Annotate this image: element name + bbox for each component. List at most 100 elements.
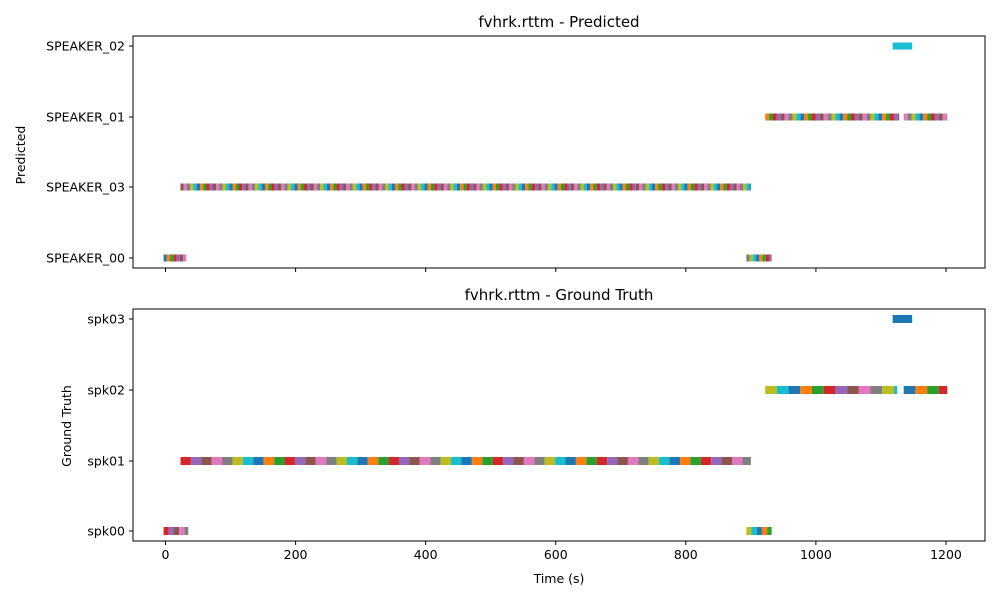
ground-truth-segment bbox=[326, 457, 337, 465]
ground-truth-segment bbox=[938, 386, 948, 394]
predicted-segment bbox=[180, 183, 184, 191]
predicted-segment bbox=[736, 183, 740, 191]
predicted-segment bbox=[625, 183, 630, 191]
ground-truth-segment bbox=[367, 457, 379, 465]
predicted-segment bbox=[858, 113, 863, 121]
predicted-y-tick-label: SPEAKER_02 bbox=[46, 39, 125, 54]
predicted-segment bbox=[196, 183, 200, 191]
predicted-segment bbox=[222, 183, 226, 191]
ground-truth-segment bbox=[927, 386, 939, 394]
ground-truth-y-tick-label: spk00 bbox=[87, 524, 125, 539]
ground-truth-segment bbox=[847, 386, 859, 394]
predicted-segment bbox=[878, 113, 883, 121]
predicted-y-axis-label: Predicted bbox=[13, 126, 28, 185]
predicted-segment bbox=[780, 113, 785, 121]
predicted-segment bbox=[391, 183, 396, 191]
predicted-segment bbox=[733, 183, 737, 191]
predicted-segment bbox=[404, 183, 409, 191]
ground-truth-segment bbox=[756, 527, 762, 535]
ground-truth-chart-title: fvhrk.rttm - Ground Truth bbox=[465, 286, 654, 304]
predicted-segment bbox=[213, 183, 217, 191]
predicted-segment bbox=[463, 183, 467, 191]
predicted-segment bbox=[603, 183, 607, 191]
predicted-segment bbox=[179, 254, 184, 262]
ground-truth-segment bbox=[870, 386, 883, 394]
ground-truth-segment bbox=[575, 457, 587, 465]
predicted-segment bbox=[632, 183, 636, 191]
ground-truth-y-axis-label: Ground Truth bbox=[59, 385, 74, 467]
predicted-segment bbox=[531, 183, 535, 191]
predicted-segment bbox=[274, 183, 279, 191]
predicted-segment bbox=[652, 183, 656, 191]
predicted-segment bbox=[421, 183, 425, 191]
predicted-segment bbox=[927, 113, 932, 121]
predicted-segment bbox=[596, 183, 600, 191]
predicted-segment bbox=[469, 183, 474, 191]
predicted-segment bbox=[843, 113, 848, 121]
predicted-segment bbox=[639, 183, 643, 191]
predicted-segment bbox=[694, 183, 698, 191]
ground-truth-segment bbox=[503, 457, 514, 465]
ground-truth-segment bbox=[711, 457, 722, 465]
ground-truth-segment bbox=[419, 457, 431, 465]
predicted-segment bbox=[717, 183, 721, 191]
ground-truth-segment bbox=[596, 457, 608, 465]
ground-truth-segment bbox=[211, 457, 223, 465]
predicted-segment bbox=[372, 183, 376, 191]
predicted-segment bbox=[668, 183, 672, 191]
predicted-segment bbox=[300, 183, 305, 191]
predicted-segment bbox=[808, 113, 812, 121]
ground-truth-segment bbox=[915, 386, 928, 394]
ground-truth-segment bbox=[627, 457, 639, 465]
predicted-segment bbox=[447, 183, 451, 191]
predicted-segment bbox=[599, 183, 604, 191]
predicted-segment bbox=[232, 183, 236, 191]
predicted-segment bbox=[326, 183, 331, 191]
predicted-segment bbox=[776, 113, 781, 121]
predicted-segment bbox=[258, 183, 262, 191]
predicted-segment bbox=[557, 183, 561, 191]
predicted-segment bbox=[226, 183, 230, 191]
ground-truth-segment bbox=[492, 457, 504, 465]
ground-truth-segment bbox=[776, 386, 789, 394]
predicted-segment bbox=[923, 113, 928, 121]
predicted-segment bbox=[726, 183, 731, 191]
predicted-segment bbox=[730, 183, 734, 191]
predicted-segment bbox=[723, 183, 727, 191]
predicted-chart-title: fvhrk.rttm - Predicted bbox=[478, 13, 639, 31]
predicted-segment bbox=[199, 183, 204, 191]
predicted-segment bbox=[456, 183, 461, 191]
predicted-segment bbox=[746, 254, 750, 262]
predicted-segment bbox=[609, 183, 613, 191]
predicted-segment bbox=[245, 183, 249, 191]
predicted-segment bbox=[505, 183, 509, 191]
predicted-segment bbox=[612, 183, 617, 191]
ground-truth-segment bbox=[388, 457, 400, 465]
predicted-segment bbox=[554, 183, 558, 191]
predicted-segment bbox=[560, 183, 565, 191]
ground-truth-segment bbox=[378, 457, 389, 465]
predicted-segment bbox=[710, 183, 714, 191]
predicted-segment bbox=[629, 183, 633, 191]
ground-truth-segment bbox=[399, 457, 410, 465]
predicted-segment bbox=[434, 183, 438, 191]
ground-truth-segment bbox=[638, 457, 649, 465]
ground-truth-segment bbox=[180, 457, 191, 465]
ground-truth-segment bbox=[232, 457, 243, 465]
predicted-segment bbox=[886, 113, 891, 121]
predicted-segment bbox=[815, 113, 820, 121]
predicted-segment bbox=[287, 183, 292, 191]
predicted-segment bbox=[870, 113, 875, 121]
ground-truth-segment bbox=[190, 457, 202, 465]
predicted-segment bbox=[343, 183, 347, 191]
predicted-segment bbox=[765, 254, 770, 262]
predicted-segment bbox=[938, 113, 943, 121]
predicted-segment bbox=[248, 183, 253, 191]
predicted-segment bbox=[700, 183, 705, 191]
predicted-segment bbox=[691, 183, 695, 191]
ground-truth-segment bbox=[788, 386, 801, 394]
predicted-segment bbox=[671, 183, 675, 191]
predicted-segment bbox=[752, 254, 757, 262]
predicted-y-tick-label: SPEAKER_01 bbox=[46, 110, 125, 125]
predicted-segment bbox=[756, 254, 760, 262]
